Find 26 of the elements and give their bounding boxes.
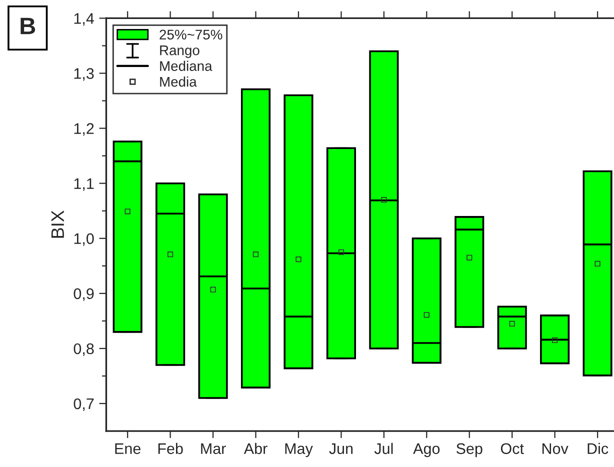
- y-tick-label: 0,7: [74, 398, 94, 412]
- x-tick-label: Jun: [329, 443, 353, 454]
- y-tick-label: 0,8: [74, 343, 94, 356]
- y-tick-label: 1,2: [74, 123, 94, 136]
- x-tick-label: Mar: [201, 443, 226, 454]
- annotation: Rango: [160, 46, 200, 58]
- y-tick-label: 1,1: [74, 178, 94, 191]
- x-tick-label: Sep: [456, 443, 482, 458]
- x-tick-label: Ene: [115, 443, 140, 454]
- x-tick-label: Dic: [588, 442, 608, 454]
- y-tick-label: 1,4: [74, 13, 94, 26]
- x-tick-label: Jul: [374, 442, 393, 454]
- y-axis-title: BIX: [51, 210, 64, 238]
- y-tick-label: 1,0: [74, 233, 94, 246]
- text: B: [20, 18, 36, 34]
- x-tick-label: Feb: [158, 442, 183, 454]
- legend-label: 25%~75%: [160, 30, 222, 40]
- x-tick-label: May: [285, 443, 313, 458]
- y-tick-label: 0,9: [74, 288, 94, 301]
- x-tick-label: Ago: [413, 443, 440, 458]
- x-tick-label: Abr: [244, 442, 268, 454]
- x-tick-label: Oct: [500, 443, 524, 454]
- legend-label: Media: [160, 76, 197, 87]
- annotation: Mediana: [160, 60, 212, 71]
- x-tick-label: Nov: [542, 443, 568, 454]
- y-tick-label: 1,3: [74, 68, 94, 81]
